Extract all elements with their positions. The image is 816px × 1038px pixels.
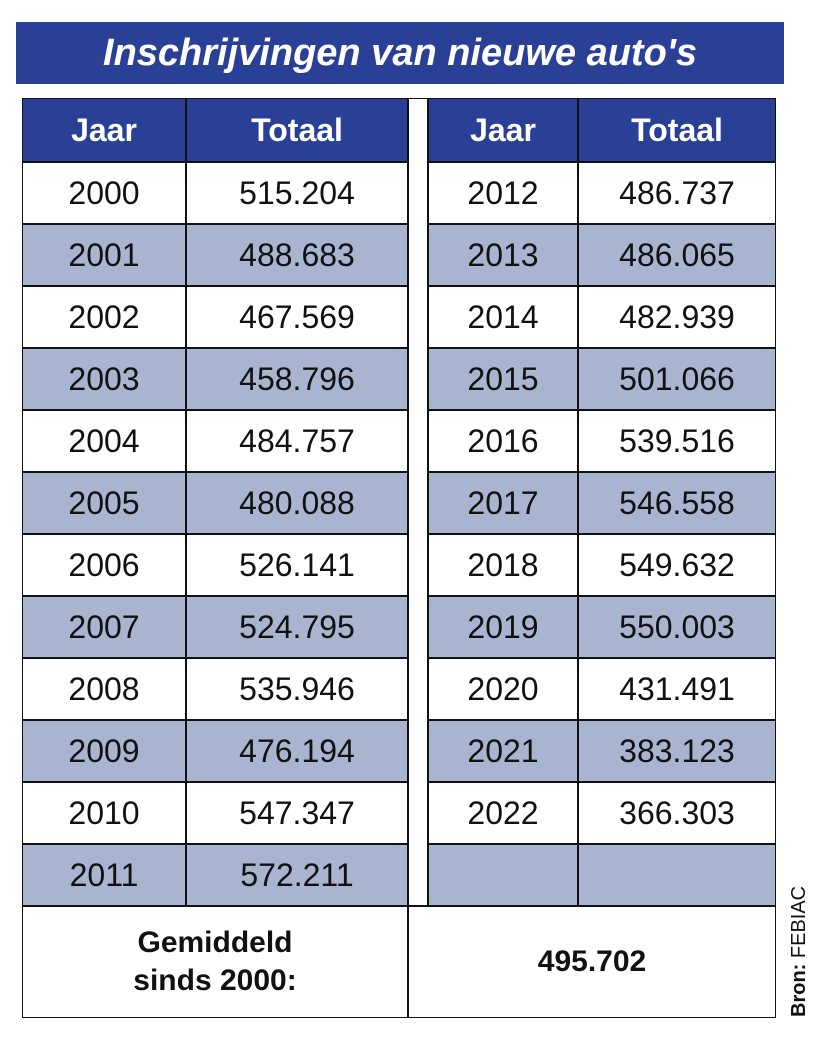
table-cell: 546.558: [578, 472, 776, 534]
table-cell: 572.211: [186, 844, 408, 906]
table-cell: 547.347: [186, 782, 408, 844]
table-cell: 2009: [22, 720, 186, 782]
table-cell: 2017: [428, 472, 578, 534]
footer-label: Gemiddeld sinds 2000:: [22, 906, 408, 1018]
table-cell: 2013: [428, 224, 578, 286]
table-cell: 2019: [428, 596, 578, 658]
table-cell: 366.303: [578, 782, 776, 844]
table-cell: 2016: [428, 410, 578, 472]
header-cell: Totaal: [186, 98, 408, 162]
table-cell: 2007: [22, 596, 186, 658]
header-cell: Jaar: [22, 98, 186, 162]
table-cell: 484.757: [186, 410, 408, 472]
source-name: FEBIAC: [788, 885, 810, 959]
source-label: Bron:: [788, 963, 810, 1017]
table-cell: 383.123: [578, 720, 776, 782]
table-cell: 2022: [428, 782, 578, 844]
table-cell: 476.194: [186, 720, 408, 782]
table-cell: 2011: [22, 844, 186, 906]
table-cell: 501.066: [578, 348, 776, 410]
table-cell: 486.065: [578, 224, 776, 286]
footer-label-text: Gemiddeld sinds 2000:: [133, 926, 297, 997]
table-cell: 2005: [22, 472, 186, 534]
table-cell: 2015: [428, 348, 578, 410]
table-cell: 2003: [22, 348, 186, 410]
table-cell: 524.795: [186, 596, 408, 658]
table-cell: 2018: [428, 534, 578, 596]
table-cell: 2020: [428, 658, 578, 720]
table-cell: 549.632: [578, 534, 776, 596]
table-cell: 526.141: [186, 534, 408, 596]
table-cell: 482.939: [578, 286, 776, 348]
header-cell: Jaar: [428, 98, 578, 162]
table-cell: 550.003: [578, 596, 776, 658]
table-cell: 467.569: [186, 286, 408, 348]
table-cell: 2001: [22, 224, 186, 286]
table-cell: 2008: [22, 658, 186, 720]
table-cell: 2014: [428, 286, 578, 348]
table-cell: 480.088: [186, 472, 408, 534]
table-cell: 458.796: [186, 348, 408, 410]
table-cell: 488.683: [186, 224, 408, 286]
table-cell: 515.204: [186, 162, 408, 224]
footer-value: 495.702: [408, 906, 776, 1018]
table-cell: 431.491: [578, 658, 776, 720]
table-cell: 2006: [22, 534, 186, 596]
separator: [408, 98, 428, 906]
source: Bron: FEBIAC: [788, 862, 811, 1017]
table-cell: 2010: [22, 782, 186, 844]
table-cell: 535.946: [186, 658, 408, 720]
table-cell: [428, 844, 578, 906]
table-cell: 539.516: [578, 410, 776, 472]
table-cell: 2012: [428, 162, 578, 224]
title: Inschrijvingen van nieuwe auto's: [16, 22, 784, 84]
table-cell: [578, 844, 776, 906]
table-cell: 2004: [22, 410, 186, 472]
table-cell: 2000: [22, 162, 186, 224]
table-cell: 2002: [22, 286, 186, 348]
header-cell: Totaal: [578, 98, 776, 162]
table-cell: 486.737: [578, 162, 776, 224]
table-cell: 2021: [428, 720, 578, 782]
